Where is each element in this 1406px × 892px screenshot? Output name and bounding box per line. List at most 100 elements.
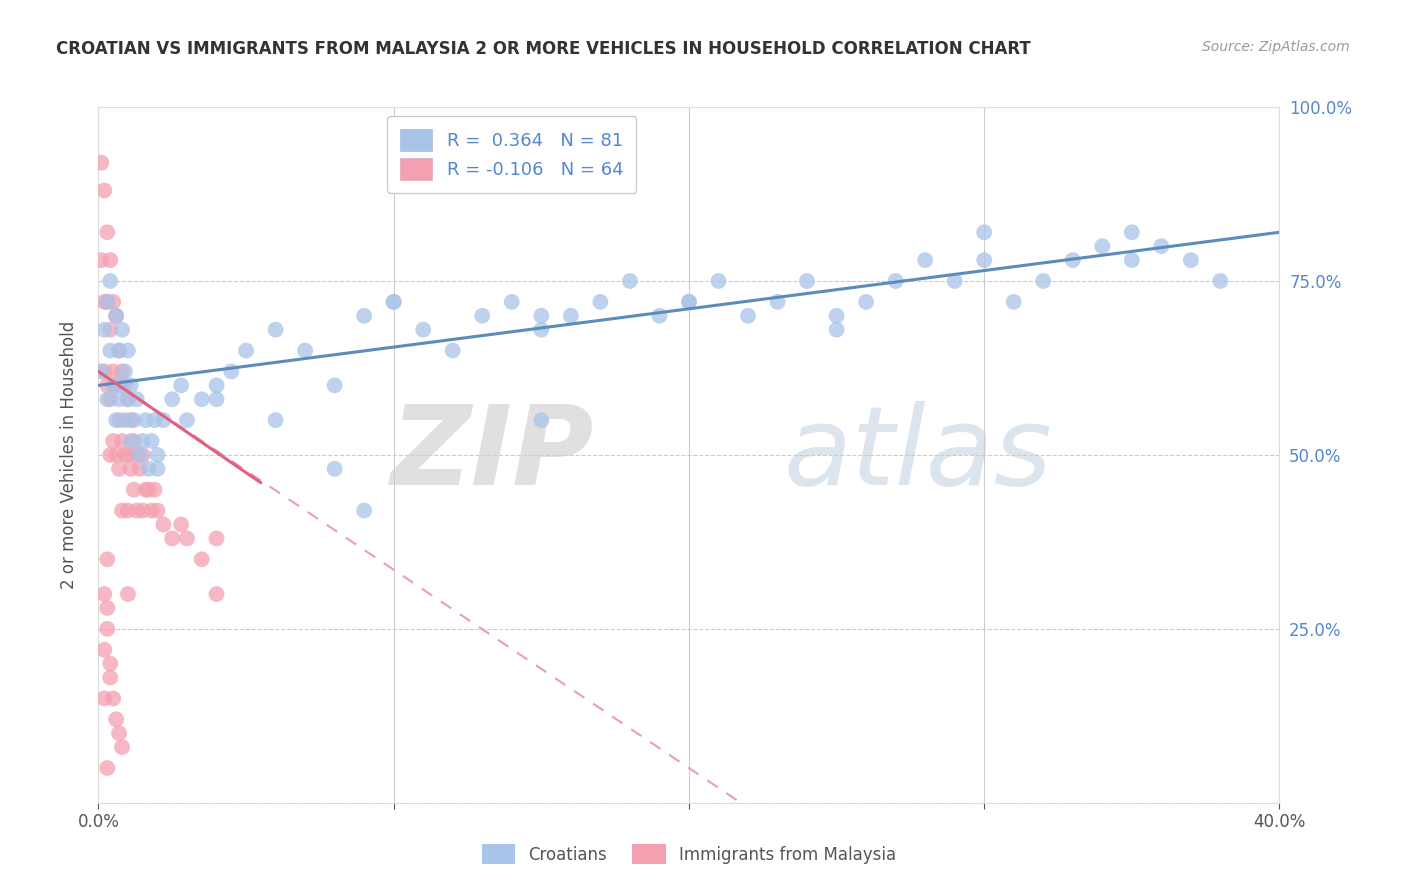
Point: [98, 274, 121, 288]
Point: [111, 503, 134, 517]
Point: [105, 309, 128, 323]
Point: [117, 392, 139, 407]
Point: [128, 448, 150, 462]
Point: [138, 462, 160, 476]
Text: ZIP: ZIP: [391, 401, 595, 508]
Point: [737, 309, 759, 323]
Point: [1091, 239, 1114, 253]
Point: [264, 413, 287, 427]
Point: [205, 378, 228, 392]
Point: [323, 462, 346, 476]
Point: [138, 483, 160, 497]
Point: [125, 392, 148, 407]
Point: [1121, 253, 1143, 268]
Point: [125, 503, 148, 517]
Point: [120, 413, 142, 427]
Point: [855, 294, 877, 309]
Point: [117, 392, 139, 407]
Point: [105, 378, 128, 392]
Point: [162, 532, 183, 546]
Point: [96, 552, 118, 566]
Point: [132, 448, 155, 462]
Point: [120, 378, 142, 392]
Point: [93, 364, 115, 378]
Point: [96, 622, 118, 636]
Point: [98, 343, 121, 358]
Point: [219, 364, 242, 378]
Point: [707, 274, 730, 288]
Point: [125, 448, 148, 462]
Point: [108, 726, 131, 740]
Point: [103, 364, 125, 378]
Point: [108, 343, 131, 358]
Point: [98, 392, 121, 407]
Point: [353, 309, 375, 323]
Point: [162, 392, 183, 407]
Point: [152, 517, 174, 532]
Point: [353, 503, 375, 517]
Point: [120, 462, 142, 476]
Point: [205, 532, 228, 546]
Point: [141, 503, 163, 517]
Point: [1150, 239, 1173, 253]
Point: [96, 601, 118, 615]
Point: [98, 448, 121, 462]
Point: [825, 309, 848, 323]
Point: [128, 462, 150, 476]
Point: [135, 483, 157, 497]
Point: [973, 225, 995, 239]
Point: [120, 434, 142, 448]
Point: [914, 253, 936, 268]
Point: [103, 691, 125, 706]
Point: [103, 434, 125, 448]
Point: [93, 642, 115, 657]
Text: Source: ZipAtlas.com: Source: ZipAtlas.com: [1202, 40, 1350, 54]
Point: [90, 155, 112, 169]
Point: [122, 434, 145, 448]
Point: [117, 343, 139, 358]
Point: [884, 274, 907, 288]
Point: [105, 309, 128, 323]
Point: [1209, 274, 1232, 288]
Point: [1032, 274, 1054, 288]
Point: [96, 392, 118, 407]
Point: [141, 434, 163, 448]
Point: [108, 343, 131, 358]
Point: [105, 448, 128, 462]
Point: [111, 378, 134, 392]
Point: [111, 434, 134, 448]
Point: [441, 343, 464, 358]
Point: [114, 448, 136, 462]
Point: [294, 343, 316, 358]
Point: [114, 413, 136, 427]
Point: [114, 378, 136, 392]
Point: [530, 309, 553, 323]
Point: [108, 413, 131, 427]
Point: [122, 483, 145, 497]
Point: [105, 413, 128, 427]
Point: [943, 274, 966, 288]
Point: [105, 712, 128, 726]
Point: [176, 413, 198, 427]
Point: [90, 253, 112, 268]
Point: [98, 671, 121, 685]
Point: [619, 274, 641, 288]
Point: [98, 657, 121, 671]
Point: [560, 309, 582, 323]
Point: [98, 323, 121, 337]
Point: [93, 184, 115, 198]
Point: [146, 448, 169, 462]
Point: [96, 294, 118, 309]
Point: [103, 294, 125, 309]
Point: [96, 225, 118, 239]
Point: [1002, 294, 1025, 309]
Point: [323, 378, 346, 392]
Point: [143, 413, 166, 427]
Text: atlas: atlas: [783, 401, 1052, 508]
Point: [152, 413, 174, 427]
Point: [1121, 225, 1143, 239]
Point: [191, 552, 214, 566]
Point: [132, 503, 155, 517]
Point: [170, 517, 193, 532]
Point: [93, 587, 115, 601]
